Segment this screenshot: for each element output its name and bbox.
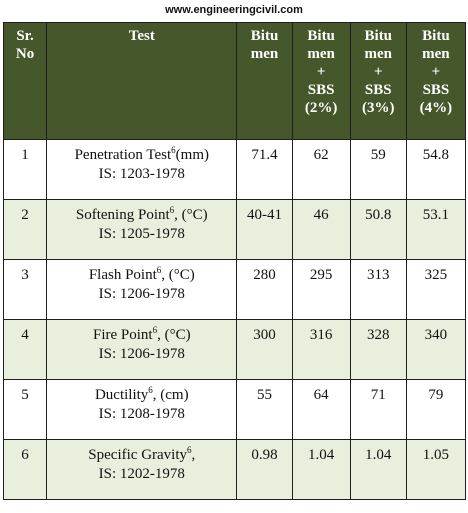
cell-bitumen: 300: [236, 319, 293, 380]
cell-sbs-2: 46: [291, 199, 351, 260]
table-row: 3 Flash Point6, (°C) IS: 1206-1978 280 2…: [2, 259, 467, 320]
cell-test: Penetration Test6(mm) IS: 1203-1978: [46, 139, 238, 200]
cell-sr-no: 5: [2, 379, 48, 440]
cell-bitumen: 55: [236, 379, 293, 440]
cell-sbs-4: 53.1: [405, 199, 467, 260]
watermark-background: [188, 3, 342, 17]
cell-sbs-3: 1.04: [349, 439, 407, 500]
cell-test: Softening Point6, (°C) IS: 1205-1978: [46, 199, 238, 260]
cell-sbs-2: 62: [291, 139, 351, 200]
table-row: 1 Penetration Test6(mm) IS: 1203-1978 71…: [2, 139, 467, 200]
cell-sbs-2: 64: [291, 379, 351, 440]
bitumen-test-table: Sr. No Test Bitu men Bitu men + SBS (2%): [2, 22, 467, 500]
cell-sbs-3: 313: [349, 259, 407, 320]
cell-sbs-4: 1.05: [405, 439, 467, 500]
cell-sr-no: 4: [2, 319, 48, 380]
cell-sr-no: 3: [2, 259, 48, 320]
cell-sr-no: 1: [2, 139, 48, 200]
cell-test: Flash Point6, (°C) IS: 1206-1978: [46, 259, 238, 320]
watermark-text: www.engineeringcivil.com: [165, 4, 303, 16]
header-sr-no: Sr. No: [2, 22, 48, 140]
table-row: 6 Specific Gravity6, IS: 1202-1978 0.98 …: [2, 439, 467, 500]
cell-sbs-2: 1.04: [291, 439, 351, 500]
cell-sbs-2: 316: [291, 319, 351, 380]
cell-sbs-4: 54.8: [405, 139, 467, 200]
header-row: Sr. No Test Bitu men Bitu men + SBS (2%): [2, 22, 467, 140]
cell-sbs-4: 79: [405, 379, 467, 440]
cell-sbs-3: 59: [349, 139, 407, 200]
cell-sbs-3: 71: [349, 379, 407, 440]
cell-test: Ductility6, (cm) IS: 1208-1978: [46, 379, 238, 440]
cell-bitumen: 40-41: [236, 199, 293, 260]
cell-bitumen: 71.4: [236, 139, 293, 200]
cell-sbs-3: 328: [349, 319, 407, 380]
cell-bitumen: 280: [236, 259, 293, 320]
table-row: 5 Ductility6, (cm) IS: 1208-1978 55 64 7…: [2, 379, 467, 440]
header-bitumen: Bitu men: [236, 22, 293, 140]
cell-test: Fire Point6, (°C) IS: 1206-1978: [46, 319, 238, 380]
table-row: 4 Fire Point6, (°C) IS: 1206-1978 300 31…: [2, 319, 467, 380]
header-bitumen-sbs-2: Bitu men + SBS (2%): [291, 22, 351, 140]
header-bitumen-sbs-4: Bitu men + SBS (4%): [405, 22, 467, 140]
cell-sbs-4: 340: [405, 319, 467, 380]
header-bitumen-sbs-3: Bitu men + SBS (3%): [349, 22, 407, 140]
cell-test: Specific Gravity6, IS: 1202-1978: [46, 439, 238, 500]
cell-sbs-4: 325: [405, 259, 467, 320]
cell-sbs-3: 50.8: [349, 199, 407, 260]
table-row: 2 Softening Point6, (°C) IS: 1205-1978 4…: [2, 199, 467, 260]
cell-sr-no: 6: [2, 439, 48, 500]
cell-sbs-2: 295: [291, 259, 351, 320]
cell-bitumen: 0.98: [236, 439, 293, 500]
header-test: Test: [46, 22, 238, 140]
cell-sr-no: 2: [2, 199, 48, 260]
